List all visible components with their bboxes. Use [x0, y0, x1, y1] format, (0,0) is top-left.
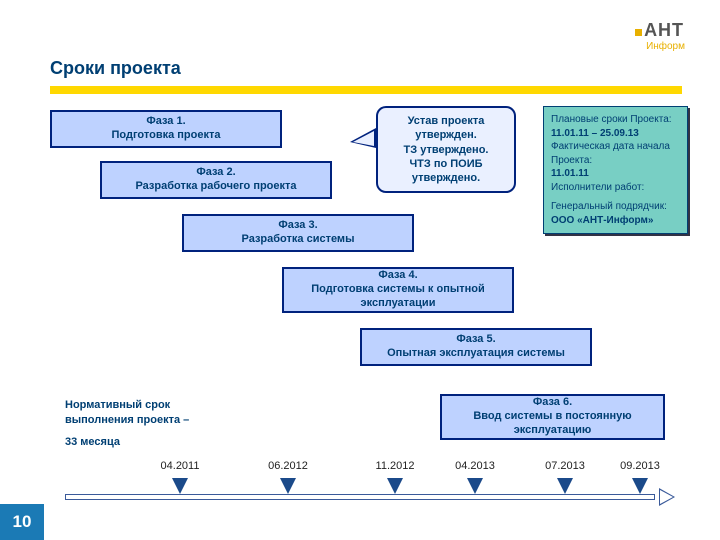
title-underline	[50, 86, 682, 94]
callout-line: ТЗ утверждено.	[388, 143, 504, 157]
norm-line: выполнения проекта –	[65, 413, 189, 428]
infobox-line: Исполнители работ:	[551, 181, 680, 195]
timeline-arrow-icon	[659, 488, 675, 506]
phase-6: Фаза 6.Ввод системы в постоянную эксплуа…	[440, 394, 665, 440]
phase-text: Разработка рабочего проекта	[108, 180, 324, 194]
norm-line: 33 месяца	[65, 435, 189, 450]
phase-4: Фаза 4.Подготовка системы к опытной эксп…	[282, 267, 514, 313]
phase-5: Фаза 5.Опытная эксплуатация системы	[360, 328, 592, 366]
phase-text: Ввод системы в постоянную эксплуатацию	[448, 410, 657, 438]
timeline-tick-icon	[280, 478, 296, 494]
logo-square-icon	[635, 29, 642, 36]
timeline-tick-icon	[557, 478, 573, 494]
timeline-tick-icon	[172, 478, 188, 494]
status-callout: Устав проекта утвержден.ТЗ утверждено.ЧТ…	[376, 106, 516, 193]
phase-title: Фаза 1.	[58, 115, 274, 129]
timeline-label: 04.2013	[455, 460, 495, 472]
timeline-tick-icon	[632, 478, 648, 494]
phase-text: Подготовка системы к опытной эксплуатаци…	[290, 283, 506, 311]
timeline	[65, 488, 675, 506]
dates-infobox: Плановые сроки Проекта: 11.01.11 – 25.09…	[543, 106, 688, 234]
timeline-tick-icon	[387, 478, 403, 494]
phase-title: Фаза 2.	[108, 166, 324, 180]
timeline-tick-icon	[467, 478, 483, 494]
phase-1: Фаза 1.Подготовка проекта	[50, 110, 282, 148]
slide-number: 10	[0, 504, 44, 540]
timeline-label: 04.2011	[161, 460, 200, 472]
infobox-line: Плановые сроки Проекта:	[551, 113, 680, 127]
phase-title: Фаза 5.	[368, 333, 584, 347]
infobox-line: 11.01.11	[551, 167, 680, 181]
phase-text: Опытная эксплуатация системы	[368, 347, 584, 361]
timeline-bar	[65, 494, 655, 500]
timeline-label: 11.2012	[376, 460, 415, 472]
phase-title: Фаза 3.	[190, 219, 406, 233]
phase-text: Разработка системы	[190, 233, 406, 247]
infobox-line: Генеральный подрядчик:	[551, 200, 680, 214]
callout-line: Устав проекта утвержден.	[388, 114, 504, 143]
normative-duration: Нормативный срок выполнения проекта – 33…	[65, 398, 189, 450]
infobox-line: 11.01.11 – 25.09.13	[551, 127, 680, 141]
phase-text: Подготовка проекта	[58, 129, 274, 143]
callout-pointer-icon	[350, 128, 376, 148]
phase-title: Фаза 4.	[290, 269, 506, 283]
norm-line: Нормативный срок	[65, 398, 189, 413]
infobox-line: Фактическая дата начала Проекта:	[551, 140, 680, 167]
phase-3: Фаза 3.Разработка системы	[182, 214, 414, 252]
phase-2: Фаза 2.Разработка рабочего проекта	[100, 161, 332, 199]
phase-title: Фаза 6.	[448, 396, 657, 410]
timeline-label: 09.2013	[620, 460, 660, 472]
infobox-line: ООО «АНТ-Информ»	[551, 214, 680, 228]
callout-line: ЧТЗ по ПОИБ утверждено.	[388, 157, 504, 186]
logo-sub: Информ	[646, 41, 685, 52]
timeline-label: 06.2012	[268, 460, 308, 472]
logo-brand: АНТ	[644, 20, 684, 40]
timeline-label: 07.2013	[545, 460, 585, 472]
page-title: Сроки проекта	[50, 58, 181, 79]
logo: АНТ Информ	[635, 20, 685, 52]
